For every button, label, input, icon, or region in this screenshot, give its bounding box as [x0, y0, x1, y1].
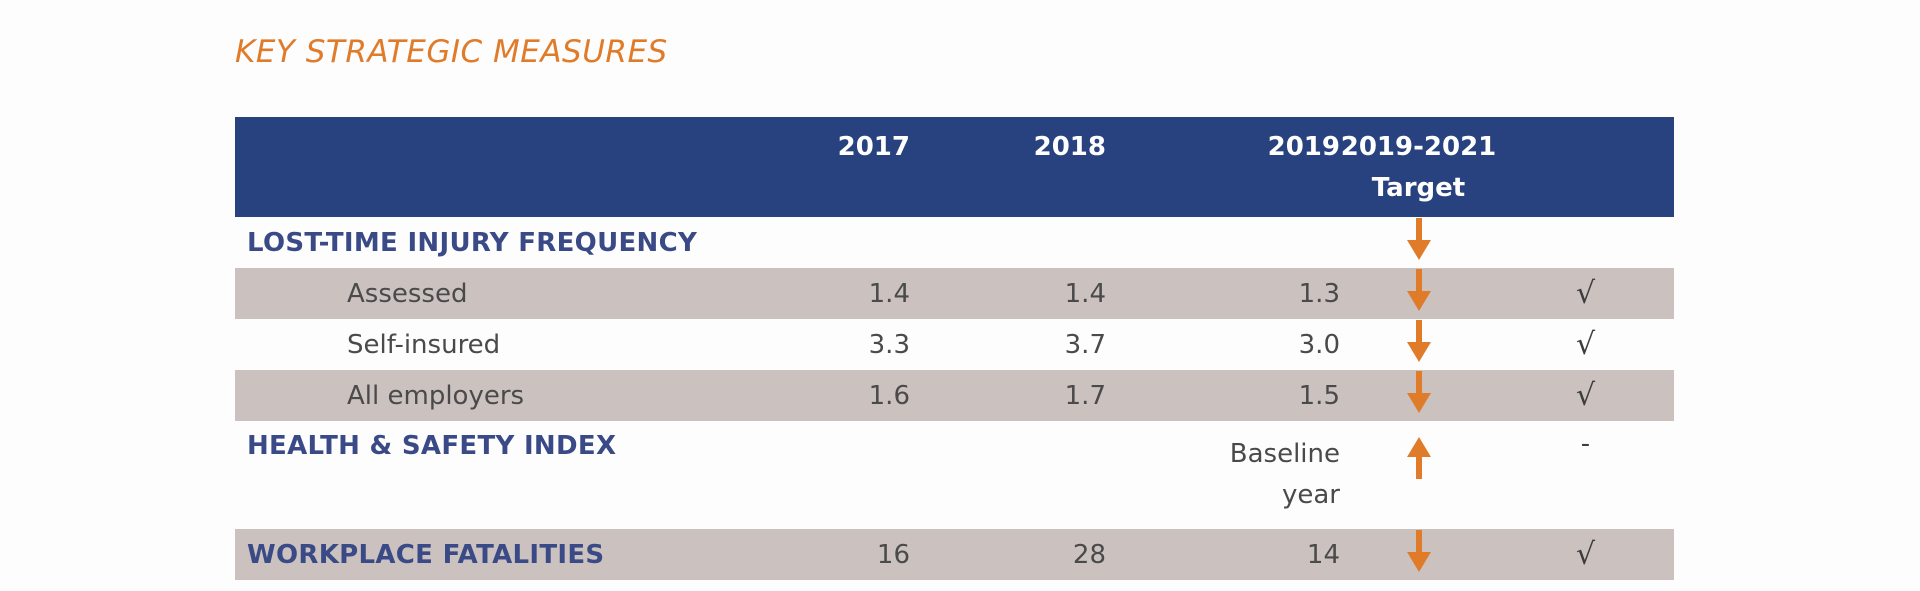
table-row: All employers 1.6 1.7 1.5 √: [235, 370, 1674, 421]
value-2018: 1.4: [1064, 278, 1106, 309]
table-header-row: 2017 2018 2019 2019-2021 Target: [235, 117, 1674, 217]
target-met-check: √: [1575, 378, 1596, 413]
value-2017: [710, 421, 910, 529]
header-2018: 2018: [1033, 132, 1106, 162]
row-label: HEALTH & SAFETY INDEX: [247, 431, 617, 461]
value-2019: 14: [1306, 539, 1340, 570]
row-label: LOST-TIME INJURY FREQUENCY: [247, 227, 698, 258]
target-met: [1497, 217, 1674, 268]
value-2019-line1: Baseline: [1229, 439, 1340, 469]
target-met-check: √: [1575, 537, 1596, 572]
arrow-down-icon: [1406, 320, 1431, 362]
value-2018: 1.7: [1064, 380, 1106, 411]
value-2019-line2: year: [1281, 480, 1340, 510]
value-2017: 1.6: [868, 380, 910, 411]
value-2017: 16: [876, 539, 910, 570]
arrow-down-icon: [1406, 530, 1431, 572]
row-label: Assessed: [347, 278, 468, 309]
arrow-down-icon: [1406, 371, 1431, 413]
value-2018: [910, 217, 1106, 268]
row-label: WORKPLACE FATALITIES: [247, 539, 605, 570]
value-2019: 1.5: [1298, 380, 1340, 411]
target-cell: [1340, 217, 1497, 268]
value-2017: 1.4: [868, 278, 910, 309]
header-target: 2019-2021 Target: [1340, 117, 1497, 217]
table-row: Assessed 1.4 1.4 1.3 √: [235, 268, 1674, 319]
header-target-label: Target: [1371, 173, 1466, 203]
target-cell: [1340, 529, 1497, 580]
header-met-cell: [1497, 117, 1674, 217]
table-row: Self-insured 3.3 3.7 3.0 √: [235, 319, 1674, 370]
header-empty-cell: [235, 117, 710, 217]
value-2017: [710, 217, 910, 268]
value-2018: 3.7: [1064, 329, 1106, 360]
value-2018: [910, 421, 1106, 529]
target-met-check: √: [1575, 327, 1596, 362]
value-2019: 3.0: [1298, 329, 1340, 360]
table-row: HEALTH & SAFETY INDEX Baseline year -: [235, 421, 1674, 529]
arrow-down-icon: [1406, 269, 1431, 311]
header-2019: 2019: [1267, 132, 1340, 162]
row-label: All employers: [347, 380, 525, 411]
header-2017: 2017: [837, 132, 910, 162]
value-2019: Baseline year: [1106, 421, 1340, 529]
value-2019: 1.3: [1298, 278, 1340, 309]
table-row: WORKPLACE FATALITIES 16 28 14 √: [235, 529, 1674, 580]
page-title: KEY STRATEGIC MEASURES: [235, 34, 668, 70]
value-2019: [1106, 217, 1340, 268]
arrow-up-icon: [1406, 437, 1431, 479]
target-cell: [1340, 370, 1497, 421]
value-2017: 3.3: [868, 329, 910, 360]
target-cell: [1340, 268, 1497, 319]
arrow-down-icon: [1406, 218, 1431, 260]
value-2018: 28: [1072, 539, 1106, 570]
target-met-check: √: [1575, 276, 1596, 311]
target-met-dash: -: [1580, 429, 1591, 459]
strategic-measures-table: 2017 2018 2019 2019-2021 Target LOST-TIM…: [235, 117, 1674, 580]
header-target-years: 2019-2021: [1340, 132, 1497, 162]
table-row: LOST-TIME INJURY FREQUENCY: [235, 217, 1674, 268]
target-cell: [1340, 319, 1497, 370]
target-cell: [1340, 421, 1497, 529]
row-label: Self-insured: [347, 329, 501, 360]
